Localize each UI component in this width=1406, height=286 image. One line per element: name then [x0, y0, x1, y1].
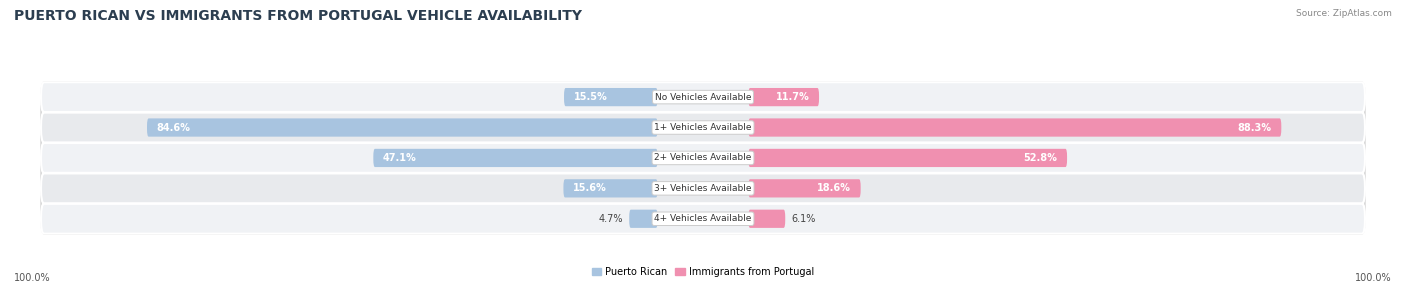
Legend: Puerto Rican, Immigrants from Portugal: Puerto Rican, Immigrants from Portugal	[588, 263, 818, 281]
Text: 100.0%: 100.0%	[1355, 273, 1392, 283]
FancyBboxPatch shape	[41, 173, 1365, 203]
Text: 1+ Vehicles Available: 1+ Vehicles Available	[654, 123, 752, 132]
FancyBboxPatch shape	[748, 149, 1067, 167]
FancyBboxPatch shape	[41, 113, 1365, 142]
FancyBboxPatch shape	[148, 118, 658, 137]
Text: 84.6%: 84.6%	[156, 122, 191, 132]
FancyBboxPatch shape	[748, 88, 820, 106]
FancyBboxPatch shape	[564, 88, 658, 106]
FancyBboxPatch shape	[41, 204, 1365, 234]
Text: Source: ZipAtlas.com: Source: ZipAtlas.com	[1296, 9, 1392, 17]
Text: 4+ Vehicles Available: 4+ Vehicles Available	[654, 214, 752, 223]
Text: 47.1%: 47.1%	[382, 153, 416, 163]
Text: 4.7%: 4.7%	[598, 214, 623, 224]
Text: 2+ Vehicles Available: 2+ Vehicles Available	[654, 153, 752, 162]
FancyBboxPatch shape	[41, 143, 1365, 173]
FancyBboxPatch shape	[748, 179, 860, 197]
FancyBboxPatch shape	[748, 118, 1281, 137]
Text: 15.6%: 15.6%	[574, 183, 607, 193]
FancyBboxPatch shape	[41, 82, 1365, 112]
Text: No Vehicles Available: No Vehicles Available	[655, 93, 751, 102]
Text: 52.8%: 52.8%	[1024, 153, 1057, 163]
Text: 15.5%: 15.5%	[574, 92, 607, 102]
Text: 6.1%: 6.1%	[792, 214, 815, 224]
FancyBboxPatch shape	[630, 210, 658, 228]
FancyBboxPatch shape	[564, 179, 658, 197]
Text: 3+ Vehicles Available: 3+ Vehicles Available	[654, 184, 752, 193]
Text: PUERTO RICAN VS IMMIGRANTS FROM PORTUGAL VEHICLE AVAILABILITY: PUERTO RICAN VS IMMIGRANTS FROM PORTUGAL…	[14, 9, 582, 23]
Text: 100.0%: 100.0%	[14, 273, 51, 283]
Text: 88.3%: 88.3%	[1237, 122, 1271, 132]
Text: 18.6%: 18.6%	[817, 183, 851, 193]
FancyBboxPatch shape	[748, 210, 785, 228]
FancyBboxPatch shape	[374, 149, 658, 167]
Text: 11.7%: 11.7%	[776, 92, 810, 102]
